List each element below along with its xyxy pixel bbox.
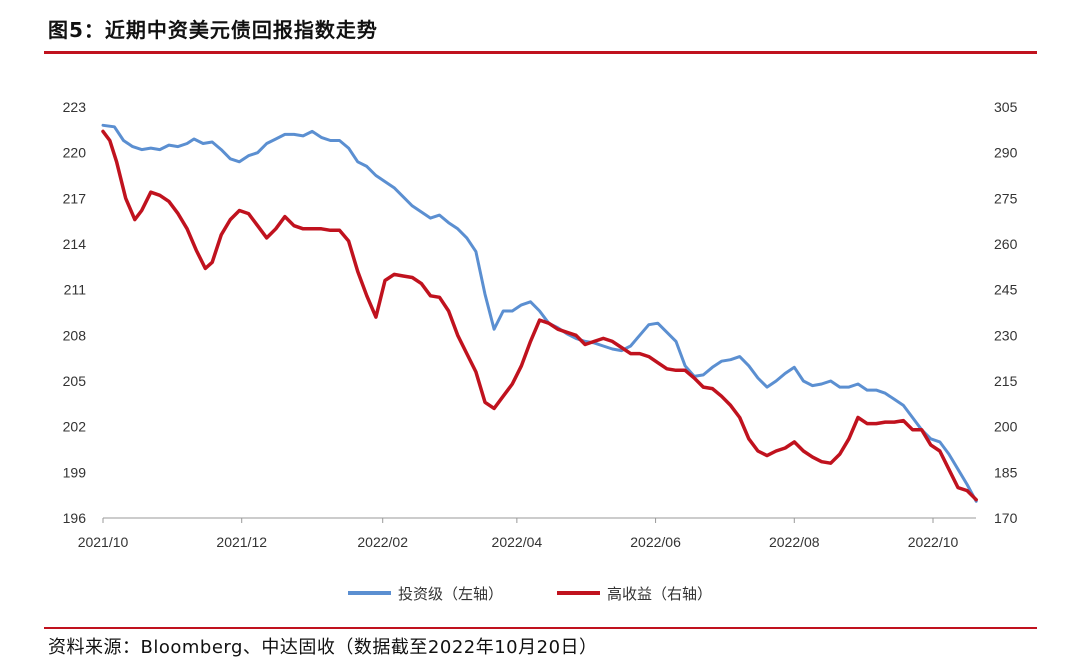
y-left-tick-label: 223 — [63, 99, 87, 115]
y-left-tick-label: 214 — [63, 236, 87, 252]
y-left-tick-label: 196 — [63, 510, 87, 526]
series-line-investment-grade — [101, 123, 978, 503]
x-tick-label: 2021/12 — [216, 534, 267, 550]
y-left-tick-label: 217 — [63, 190, 87, 206]
x-tick-label: 2022/08 — [769, 534, 820, 550]
legend: 投资级（左轴） 高收益（右轴） — [348, 585, 712, 603]
y-right-tick-label: 260 — [994, 236, 1018, 252]
y-right-tick-label: 170 — [994, 510, 1018, 526]
y-right-tick-label: 275 — [994, 190, 1018, 206]
y-left-tick-label: 202 — [63, 419, 87, 435]
x-tick-label: 2022/10 — [908, 534, 959, 550]
y-right-tick-label: 290 — [994, 145, 1018, 161]
x-tick-label: 2022/06 — [630, 534, 681, 550]
y-right-tick-label: 185 — [994, 464, 1018, 480]
y-right-tick-label: 200 — [994, 419, 1018, 435]
title-divider — [44, 51, 1037, 54]
line-chart: 2021/10 2021/12 2022/02 2022/04 2022/06 2022/… — [63, 99, 1018, 603]
y-right-tick-label: 245 — [994, 282, 1018, 298]
legend-item-high-yield: 高收益（右轴） — [557, 585, 712, 603]
x-tick-label: 2022/02 — [357, 534, 408, 550]
x-tick-label: 2021/10 — [78, 534, 129, 550]
y-right-tick-label: 230 — [994, 327, 1018, 343]
y-right-tick-label: 305 — [994, 99, 1018, 115]
y-left-tick-label: 208 — [63, 327, 87, 343]
y-left-tick-label: 199 — [63, 464, 87, 480]
series-line-high-yield — [101, 129, 978, 502]
legend-label: 投资级（左轴） — [398, 585, 503, 603]
y-left-tick-label: 211 — [64, 282, 87, 298]
y-left-tick-label: 205 — [63, 373, 87, 389]
page-title: 图5：近期中资美元债回报指数走势 — [48, 18, 378, 42]
series-lines — [101, 123, 978, 503]
axes: 2021/10 2021/12 2022/02 2022/04 2022/06 2022/… — [63, 99, 1018, 550]
y-right-tick-label: 215 — [994, 373, 1018, 389]
legend-label: 高收益（右轴） — [607, 585, 712, 603]
footer-divider — [44, 627, 1037, 629]
y-left-tick-label: 220 — [63, 145, 87, 161]
x-tick-label: 2022/04 — [492, 534, 543, 550]
legend-item-investment-grade: 投资级（左轴） — [348, 585, 503, 603]
source-note: 资料来源：Bloomberg、中达固收（数据截至2022年10月20日） — [48, 637, 598, 658]
